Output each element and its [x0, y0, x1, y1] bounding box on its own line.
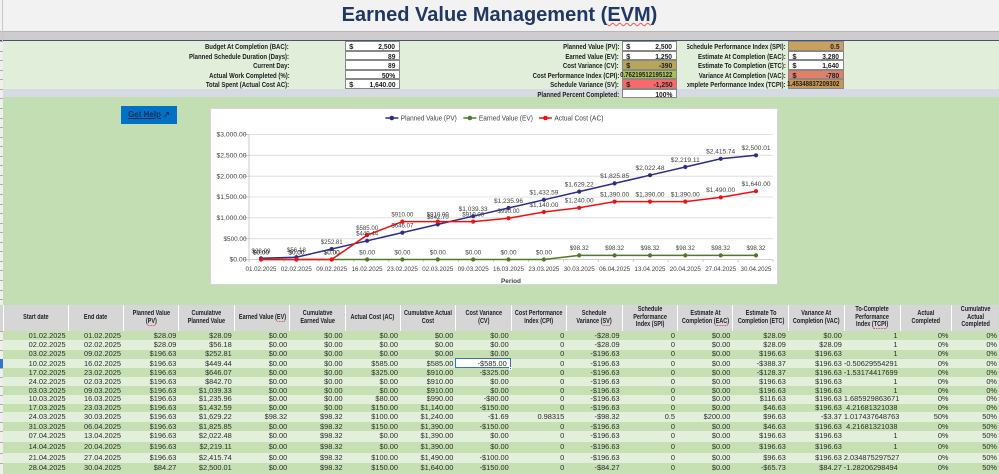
svg-text:23.03.2025: 23.03.2025: [528, 266, 559, 273]
svg-text:Actual Cost (AC): Actual Cost (AC): [554, 115, 603, 122]
svg-text:$56.18: $56.18: [287, 247, 306, 254]
svg-text:$1,000.00: $1,000.00: [217, 215, 247, 222]
svg-text:01.02.2025: 01.02.2025: [246, 266, 277, 273]
svg-text:$2,000.00: $2,000.00: [217, 173, 247, 180]
svg-text:$98.32: $98.32: [641, 245, 660, 252]
svg-text:$0.00: $0.00: [394, 249, 410, 256]
svg-text:09.02.2025: 09.02.2025: [316, 266, 347, 273]
svg-text:$0.00: $0.00: [359, 249, 375, 256]
svg-text:$1,390.00: $1,390.00: [600, 191, 629, 198]
svg-text:$1,390.00: $1,390.00: [636, 191, 665, 198]
svg-text:$2,415.74: $2,415.74: [706, 148, 735, 155]
svg-text:16.02.2025: 16.02.2025: [352, 266, 383, 273]
svg-text:$0.00: $0.00: [230, 256, 247, 263]
svg-text:$0.00: $0.00: [536, 249, 552, 256]
svg-text:$1,039.33: $1,039.33: [459, 206, 488, 213]
svg-text:$98.32: $98.32: [605, 245, 624, 252]
svg-text:$0.00: $0.00: [288, 249, 304, 256]
svg-text:02.02.2025: 02.02.2025: [281, 266, 312, 273]
svg-text:$646.07: $646.07: [391, 222, 413, 229]
svg-text:$1,640.00: $1,640.00: [742, 181, 771, 188]
svg-text:$2,500.00: $2,500.00: [217, 152, 247, 159]
svg-text:$500.00: $500.00: [224, 235, 247, 242]
svg-text:$3,000.00: $3,000.00: [217, 131, 247, 138]
svg-text:$842.70: $842.70: [427, 214, 449, 221]
svg-text:$98.32: $98.32: [711, 245, 730, 252]
svg-text:$0.00: $0.00: [253, 249, 269, 256]
svg-text:30.04.2025: 30.04.2025: [741, 266, 772, 273]
svg-text:06.04.2025: 06.04.2025: [599, 266, 630, 273]
svg-text:$1,490.00: $1,490.00: [706, 187, 735, 194]
svg-text:$0.00: $0.00: [288, 249, 304, 256]
svg-text:$98.32: $98.32: [676, 245, 695, 252]
svg-text:$1,825.85: $1,825.85: [600, 173, 629, 180]
svg-text:$1,390.00: $1,390.00: [671, 191, 700, 198]
svg-text:$0.00: $0.00: [430, 249, 446, 256]
svg-text:$2,022.48: $2,022.48: [636, 165, 665, 172]
svg-text:$1,629.22: $1,629.22: [565, 181, 594, 188]
svg-text:23.02.2025: 23.02.2025: [387, 266, 418, 273]
svg-text:$98.32: $98.32: [747, 245, 766, 252]
svg-text:$449.44: $449.44: [356, 230, 378, 237]
svg-text:$2,500.01: $2,500.01: [742, 145, 771, 152]
svg-text:$910.00: $910.00: [427, 211, 449, 218]
svg-text:$0.00: $0.00: [324, 249, 340, 256]
svg-text:13.04.2025: 13.04.2025: [635, 266, 666, 273]
svg-text:$910.00: $910.00: [462, 211, 484, 218]
svg-text:Planned Value (PV): Planned Value (PV): [401, 115, 457, 122]
svg-text:$1,235.96: $1,235.96: [494, 197, 523, 204]
svg-text:16.03.2025: 16.03.2025: [493, 266, 524, 273]
svg-text:20.04.2025: 20.04.2025: [670, 266, 701, 273]
svg-text:$0.00: $0.00: [253, 249, 269, 256]
svg-text:27.04.2025: 27.04.2025: [705, 266, 736, 273]
svg-text:$1,432.59: $1,432.59: [529, 189, 558, 196]
svg-text:$585.00: $585.00: [356, 224, 378, 231]
svg-text:02.03.2025: 02.03.2025: [422, 266, 453, 273]
svg-text:Period: Period: [501, 278, 521, 285]
svg-text:$1,500.00: $1,500.00: [217, 194, 247, 201]
svg-text:$252.81: $252.81: [321, 238, 343, 245]
svg-text:$0.00: $0.00: [465, 249, 481, 256]
svg-text:Earned Value (EV): Earned Value (EV): [479, 115, 533, 122]
svg-text:$910.00: $910.00: [391, 211, 413, 218]
svg-text:$28.09: $28.09: [252, 248, 271, 255]
svg-text:09.03.2025: 09.03.2025: [458, 266, 489, 273]
svg-text:$990.00: $990.00: [498, 208, 520, 215]
svg-text:30.03.2025: 30.03.2025: [564, 266, 595, 273]
svg-text:$0.00: $0.00: [501, 249, 517, 256]
svg-text:$98.32: $98.32: [570, 245, 589, 252]
svg-text:$2,219.11: $2,219.11: [671, 156, 700, 163]
svg-text:$1,140.00: $1,140.00: [529, 201, 558, 208]
svg-text:$0.00: $0.00: [324, 249, 340, 256]
svg-text:$1,240.00: $1,240.00: [565, 197, 594, 204]
